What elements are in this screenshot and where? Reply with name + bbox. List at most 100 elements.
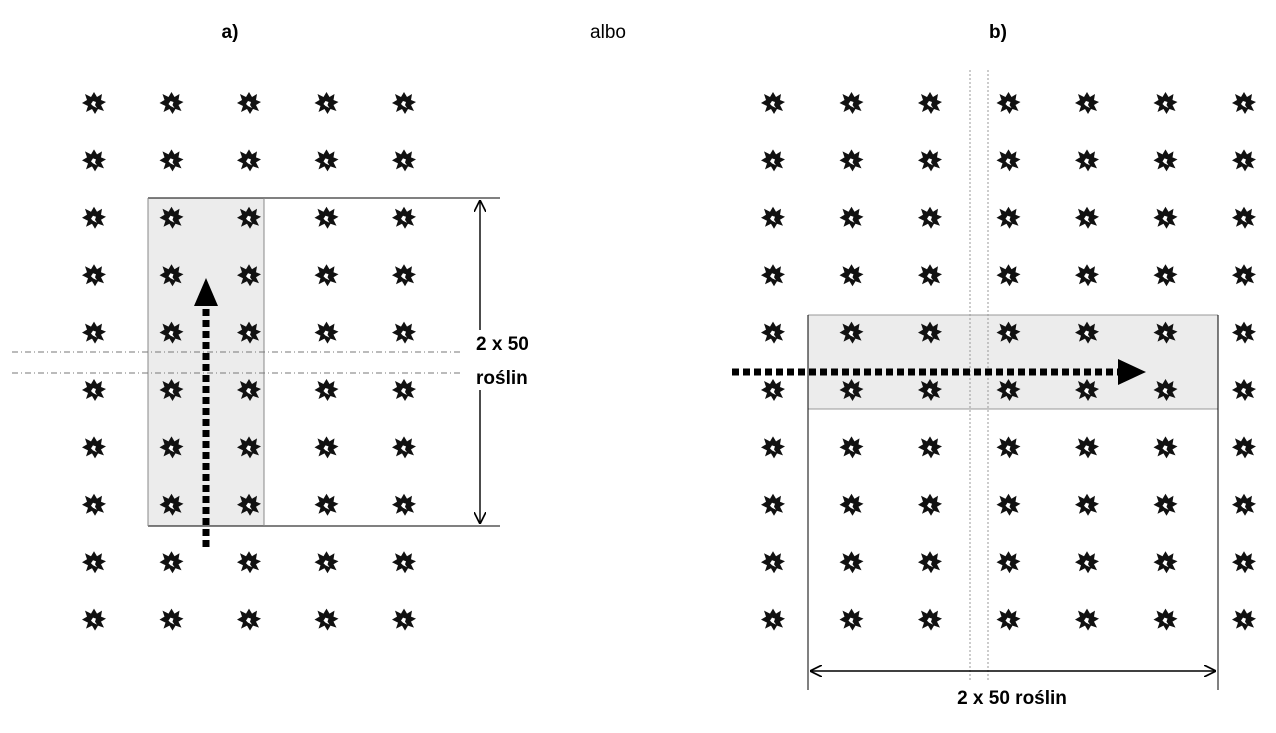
plant-icon <box>82 608 106 631</box>
plant-icon <box>918 92 942 114</box>
dimension-label-a-line2: roślin <box>476 368 528 389</box>
plant-icon <box>1232 379 1256 401</box>
plant-icon <box>761 551 785 574</box>
plant-icon <box>314 206 339 229</box>
plant-icon <box>1232 493 1256 516</box>
plant-icon <box>237 92 261 114</box>
plant-icon <box>1075 149 1099 172</box>
plant-icon <box>1075 92 1099 114</box>
plant-icon <box>996 149 1021 172</box>
plant-icon <box>839 92 864 114</box>
plant-icon <box>392 206 416 229</box>
plant-icon <box>1075 551 1099 574</box>
plant-icon <box>761 206 785 229</box>
plant-icon <box>392 551 416 574</box>
plant-icon <box>761 608 785 631</box>
plant-icon <box>237 608 261 631</box>
plant-icon <box>82 493 106 516</box>
plant-icon <box>839 608 864 631</box>
plant-icon <box>1153 149 1178 172</box>
plant-icon <box>392 321 416 344</box>
plant-icon <box>1075 264 1099 287</box>
plant-icon <box>761 379 785 401</box>
plant-icon <box>839 436 864 459</box>
dimension-label-b: 2 x 50 roślin <box>957 688 1067 709</box>
plant-icon <box>839 206 864 229</box>
plant-icon <box>839 264 864 287</box>
plant-icon <box>1075 436 1099 459</box>
direction-arrow-b-head <box>1118 359 1146 385</box>
plant-icon <box>996 493 1021 516</box>
plant-icon <box>1232 436 1256 459</box>
panel-a-label: a) <box>222 22 239 43</box>
plant-icon <box>918 608 942 631</box>
plant-icon <box>314 436 339 459</box>
plant-icon <box>1232 551 1256 574</box>
plant-icon <box>918 436 942 459</box>
plant-icon <box>839 493 864 516</box>
plant-icon <box>1232 206 1256 229</box>
plant-icon <box>996 92 1021 114</box>
plant-icon <box>918 206 942 229</box>
plant-icon <box>82 379 106 401</box>
plant-icon <box>392 493 416 516</box>
plant-icon <box>839 551 864 574</box>
plant-icon <box>1153 493 1178 516</box>
dimension-label-a-line1: 2 x 50 <box>476 334 529 355</box>
plant-icon <box>1075 493 1099 516</box>
plant-icon <box>314 551 339 574</box>
plant-icon <box>918 264 942 287</box>
plant-icon <box>996 551 1021 574</box>
plant-icon <box>314 321 339 344</box>
plant-icon <box>996 608 1021 631</box>
plant-icon <box>82 149 106 172</box>
panel-b-label: b) <box>989 22 1007 43</box>
plant-icon <box>761 493 785 516</box>
plant-icon <box>996 206 1021 229</box>
plant-icon <box>1153 551 1178 574</box>
plant-icon <box>237 149 261 172</box>
plant-icon <box>392 436 416 459</box>
direction-arrow-a-head <box>194 278 218 306</box>
plant-icon <box>314 92 339 114</box>
dimension-label-a-backdrop <box>474 330 558 390</box>
plant-icon <box>392 92 416 114</box>
plant-icon <box>314 149 339 172</box>
plant-icon <box>314 379 339 401</box>
plant-icon <box>918 149 942 172</box>
plant-icon <box>82 264 106 287</box>
plant-icon <box>1232 264 1256 287</box>
plant-icon <box>1232 149 1256 172</box>
plant-icon <box>918 493 942 516</box>
plant-icon <box>82 436 106 459</box>
plant-icon <box>1232 92 1256 114</box>
plant-icon <box>159 92 184 114</box>
plant-icon <box>1232 608 1256 631</box>
plant-icon <box>1153 436 1178 459</box>
plant-icon <box>996 264 1021 287</box>
sample-area-a-highlight <box>148 198 264 526</box>
plant-icon <box>996 436 1021 459</box>
plant-icon <box>1075 206 1099 229</box>
plant-icon <box>1153 206 1178 229</box>
plant-icon <box>82 551 106 574</box>
plant-icon <box>237 551 261 574</box>
plant-icon <box>1075 608 1099 631</box>
plant-icon <box>314 493 339 516</box>
plant-icon <box>392 608 416 631</box>
plant-icon <box>392 379 416 401</box>
plant-icon <box>314 264 339 287</box>
plant-icon <box>1153 608 1178 631</box>
plant-icon <box>839 149 864 172</box>
plant-icon <box>1153 92 1178 114</box>
plant-icon <box>918 551 942 574</box>
plant-icon <box>761 321 785 344</box>
plant-icon <box>761 264 785 287</box>
plant-icon <box>159 608 184 631</box>
plant-icon <box>1232 321 1256 344</box>
plant-icon <box>82 206 106 229</box>
plant-icon <box>1153 264 1178 287</box>
plant-icon <box>761 92 785 114</box>
plant-icon <box>761 436 785 459</box>
